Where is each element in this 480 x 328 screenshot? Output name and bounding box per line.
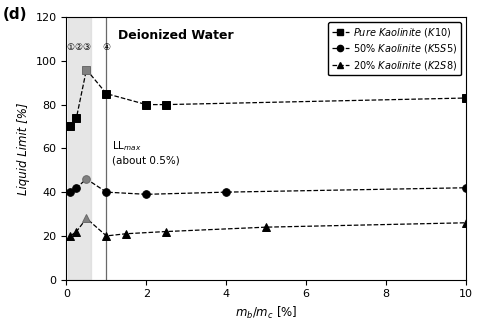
Text: ①: ① [66,43,74,52]
Y-axis label: Liquid Limit [%]: Liquid Limit [%] [17,102,30,195]
Text: LL$_{max}$
(about 0.5%): LL$_{max}$ (about 0.5%) [112,140,180,165]
X-axis label: $m_b/m_c$ [%]: $m_b/m_c$ [%] [235,305,298,321]
Text: ③: ③ [83,43,91,52]
Text: (d): (d) [2,7,27,22]
Text: ④: ④ [102,43,110,52]
Legend: $\it{Pure\ Kaolinite\ (K10)}$, $\it{50\%\ Kaolinite\ (K5S5)}$, $\it{20\%\ Kaolin: $\it{Pure\ Kaolinite\ (K10)}$, $\it{50\%… [328,22,461,75]
Text: ②: ② [74,43,83,52]
Text: Deionized Water: Deionized Water [119,29,234,42]
Bar [69,17,91,280]
